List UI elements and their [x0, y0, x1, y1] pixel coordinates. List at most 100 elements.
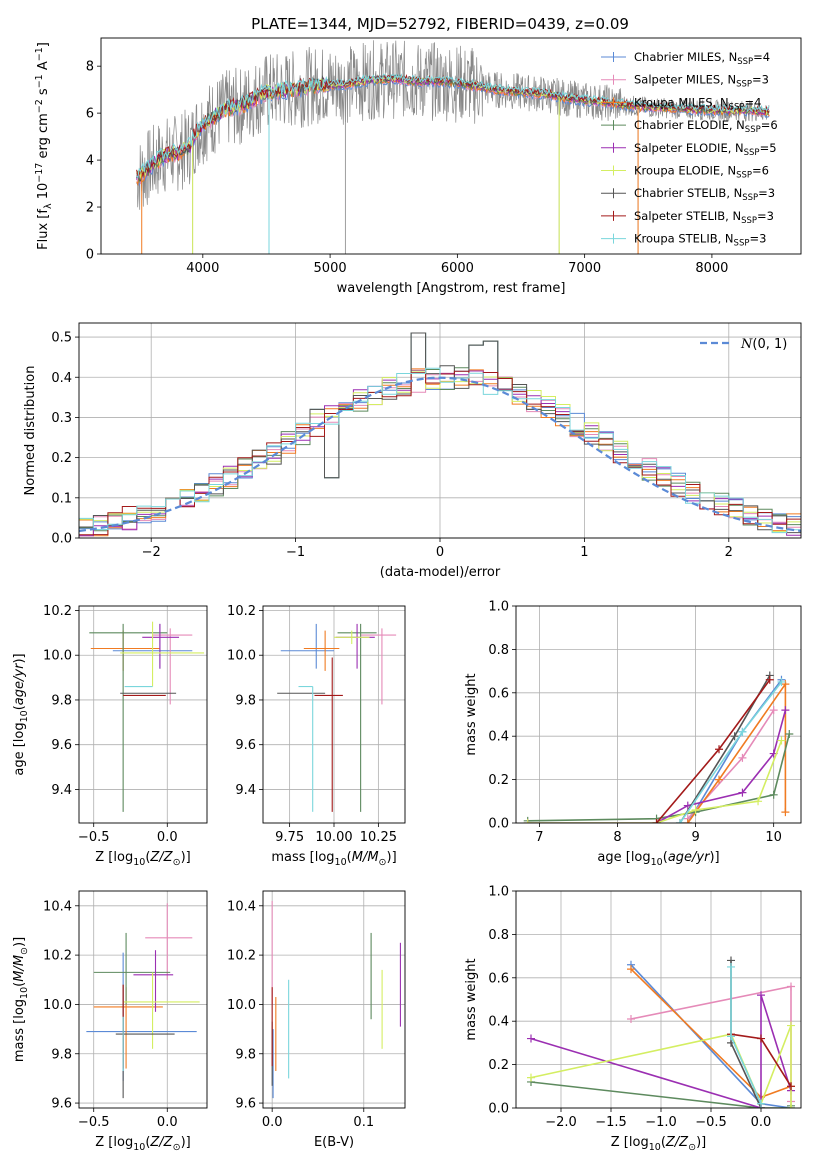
errorbar-point [334, 630, 370, 645]
y-tick-label: 0.2 [488, 1058, 509, 1073]
y-tick-label: 2 [86, 201, 94, 216]
y-tick-label: 10.2 [43, 604, 72, 619]
age-vs-z-marks [89, 621, 205, 812]
y-tick-label: 10.2 [227, 949, 256, 964]
weight-marker [769, 790, 778, 799]
weight-vs-age-panel: 7 8 9 10 0.0 0.2 0.4 0.6 0.8 1.0 age [log10(age/yr… [464, 600, 802, 868]
weight-marker [730, 732, 739, 741]
y-tick-label: 9.8 [235, 693, 256, 708]
mass-vs-ebv-panel: 0.0 0.1 9.6 9.8 10.0 10.2 10.4 E(B-V) [227, 890, 406, 1150]
errorbar-point [152, 628, 193, 705]
weight-marker [683, 819, 692, 823]
weight-marker [627, 965, 635, 974]
residuals-panel: −2 −1 0 1 2 0.0 0.1 0.2 0.3 0.4 0.5 (data-model)/er… [23, 322, 802, 580]
weight-marker [738, 753, 747, 762]
weight-line [527, 740, 783, 823]
y-tick-label: 0.4 [51, 371, 72, 386]
residuals-xlabel: (data-model)/error [380, 565, 501, 580]
legend-label: Kroupa STELIB, NSSP=3 [634, 232, 766, 249]
weight-marker [781, 808, 790, 817]
y-tick-label: 9.4 [235, 783, 256, 798]
legend-label: Kroupa MILES, NSSP=4 [634, 95, 761, 112]
x-tick-label: 2 [725, 545, 733, 560]
residuals-ylabel: Normed distribution [23, 366, 38, 496]
x-tick-label: −1.0 [645, 1115, 677, 1130]
weight-marker [738, 788, 747, 797]
weight-marker [675, 819, 684, 823]
y-tick-label: 0.8 [488, 928, 509, 943]
normal-curve [79, 376, 801, 533]
spectrum-title: PLATE=1344, MJD=52792, FIBERID=0439, z=0… [251, 15, 629, 33]
spectrum-marks [136, 40, 770, 254]
y-tick-label: 6 [86, 107, 94, 122]
weight-vs-z-ylabel: mass weight [464, 958, 479, 1040]
y-tick-label: 10.4 [227, 899, 256, 914]
spectrum-ylabel: Flux [fλ 10−17 erg cm−2 s−1 A−1] [34, 42, 54, 250]
x-tick-label: −1 [286, 545, 305, 560]
weight-marker [757, 991, 765, 1000]
y-tick-label: 0.8 [488, 643, 509, 658]
weight-marker [727, 1032, 735, 1041]
errorbar-point [89, 623, 168, 812]
observed-spectrum-line [136, 40, 770, 210]
y-tick-label: 0.3 [51, 411, 72, 426]
mass-vs-ebv-marks [271, 900, 401, 1099]
weight-marker [765, 675, 774, 684]
weight-vs-z-panel: −2.0 −1.5 −1.0 −0.5 0.0 0.0 0.2 0.4 0.6 0.8 1.0 Z [… [464, 885, 802, 1153]
x-tick-label: 10.25 [360, 830, 397, 845]
y-tick-label: 10.0 [227, 998, 256, 1013]
weight-marker [781, 706, 790, 715]
y-tick-label: 9.6 [235, 1097, 256, 1112]
legend-label: Salpeter STELIB, NSSP=3 [634, 209, 774, 226]
weight-marker [787, 982, 795, 991]
weight-vs-age-grid [516, 605, 801, 824]
weight-marker [523, 819, 532, 823]
y-tick-label: 0.6 [488, 971, 509, 986]
age-vs-z-frame [78, 605, 208, 824]
mass-vs-z-xlabel: Z [log10(Z/Z⊙)] [95, 1135, 190, 1153]
x-tick-label: 9 [691, 830, 699, 845]
errorbar-point [335, 623, 375, 669]
y-tick-label: 10.2 [43, 949, 72, 964]
weight-line [527, 709, 787, 823]
errorbar-point [142, 623, 180, 669]
x-tick-label: 0.0 [751, 1115, 772, 1130]
y-tick-label: 0.2 [488, 773, 509, 788]
weight-marker [754, 797, 763, 806]
mass-vs-z-grid [79, 891, 207, 1108]
weight-vs-age-frame [515, 605, 802, 824]
errorbar-point [280, 623, 334, 669]
mass-vs-ebv-xlabel: E(B-V) [314, 1135, 354, 1150]
age-vs-z-panel: −0.5 0.0 9.4 9.6 9.8 10.0 10.2 Z [log10(Z/Z⊙)] a… [12, 604, 208, 868]
y-tick-label: 0.0 [51, 532, 72, 547]
weight-marker [769, 706, 778, 715]
y-tick-label: 9.8 [235, 1047, 256, 1062]
age-vs-mass-marks [277, 623, 397, 812]
weight-marker [787, 1021, 795, 1030]
weight-marker [785, 730, 794, 739]
x-tick-label: 6000 [441, 261, 474, 276]
weight-vs-age-xlabel: age [log10(age/yr)] [597, 850, 719, 868]
x-tick-label: 0.0 [157, 830, 178, 845]
legend-label: Salpeter ELODIE, NSSP=5 [634, 141, 777, 158]
mass-vs-z-marks [86, 903, 200, 1099]
y-tick-label: 0.2 [51, 451, 72, 466]
age-vs-mass-xlabel: mass [log10(M/M⊙)] [271, 850, 396, 868]
x-tick-label: 4000 [186, 261, 219, 276]
x-tick-label: 8000 [695, 261, 728, 276]
weight-marker [757, 1034, 765, 1043]
legend-label: Salpeter MILES, NSSP=3 [634, 73, 769, 90]
x-tick-label: 10 [765, 830, 782, 845]
x-tick-label: −0.5 [78, 1115, 110, 1130]
x-tick-label: 0.0 [262, 1115, 283, 1130]
weight-marker [727, 962, 735, 971]
residuals-marks [79, 332, 801, 538]
y-tick-label: 10.4 [43, 899, 72, 914]
spectrum-panel: 4000 5000 6000 7000 8000 0 2 4 6 8 wavelength [Ang… [34, 37, 802, 296]
age-vs-mass-frame [262, 605, 406, 824]
y-tick-label: 8 [86, 60, 94, 75]
y-tick-label: 10.0 [227, 649, 256, 664]
errorbar-point [314, 657, 343, 812]
x-tick-label: −1.5 [595, 1115, 627, 1130]
